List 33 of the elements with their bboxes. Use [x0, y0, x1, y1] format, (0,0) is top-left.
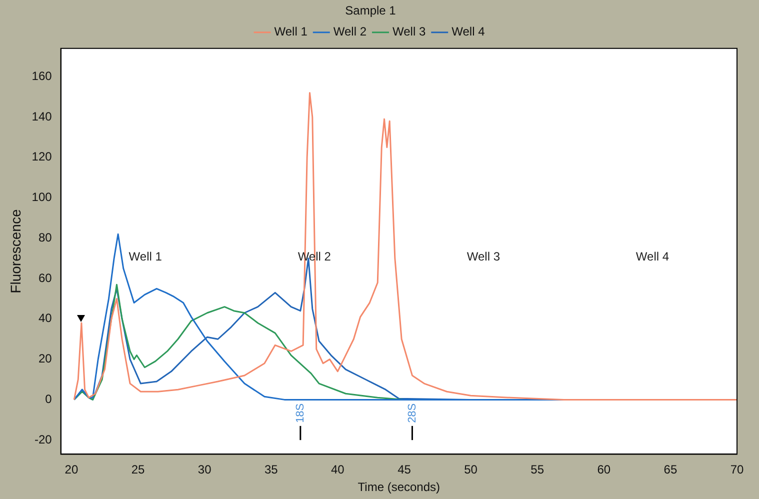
y-tick-label: -20 — [34, 432, 52, 446]
chart-title: Sample 1 — [345, 4, 396, 18]
annotation: Well 1 — [128, 250, 162, 264]
x-tick-label: 55 — [530, 462, 544, 477]
x-tick-label: 20 — [64, 462, 78, 477]
x-tick-label: 30 — [198, 462, 212, 477]
y-tick-label: 60 — [38, 270, 52, 285]
x-tick-label: 45 — [398, 462, 412, 477]
y-tick-label: 120 — [32, 150, 52, 164]
x-tick-label: 60 — [597, 462, 611, 477]
y-tick-label: 40 — [38, 311, 52, 326]
y-tick-label: 80 — [38, 230, 52, 244]
legend-label: Well 3 — [392, 24, 426, 39]
x-tick-label: 50 — [464, 462, 478, 477]
legend-label: Well 1 — [274, 24, 308, 39]
x-tick-label: 35 — [264, 462, 278, 477]
legend-label: Well 2 — [333, 24, 367, 39]
x-tick-label: 65 — [664, 462, 678, 477]
y-tick-label: 100 — [32, 190, 52, 204]
x-tick-label: 40 — [331, 462, 345, 477]
legend-label: Well 4 — [452, 24, 486, 39]
annotation: Well 4 — [636, 250, 670, 264]
y-tick-label: 0 — [45, 392, 52, 406]
y-tick-label: 140 — [32, 109, 52, 124]
x-axis-title: Time (seconds) — [358, 480, 440, 494]
x-tick-label: 70 — [730, 462, 744, 477]
ref-line-label: 18S — [294, 403, 306, 423]
y-axis-title: Fluorescence — [7, 209, 24, 294]
y-tick-label: 20 — [38, 352, 52, 366]
x-tick-label: 25 — [131, 462, 146, 477]
y-tick-label: 160 — [32, 68, 52, 83]
ref-line-label: 28S — [406, 403, 418, 423]
annotation: Well 3 — [466, 250, 500, 264]
